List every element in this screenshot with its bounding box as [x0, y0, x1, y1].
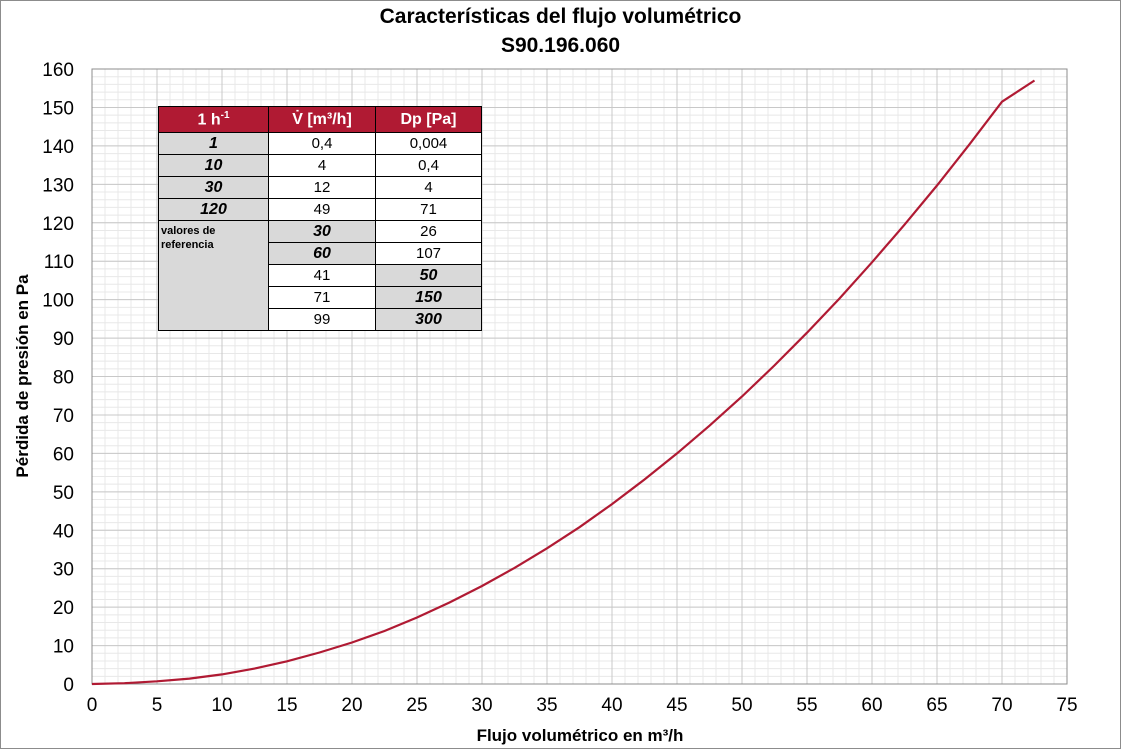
series-line — [91, 79, 1036, 686]
y-axis-label: Pérdida de presión en Pa — [13, 274, 32, 478]
x-tick-label: 55 — [796, 695, 817, 716]
table-cell: 49 — [268, 198, 376, 221]
table-cell: 71 — [268, 286, 376, 309]
chart-subtitle: S90.196.060 — [500, 34, 621, 57]
y-tick-label: 100 — [42, 291, 74, 312]
table-cell: 30 — [158, 176, 269, 199]
y-tick-label: 0 — [63, 675, 74, 696]
x-tick-label: 35 — [536, 695, 557, 716]
table-row: 99 300 — [159, 308, 482, 331]
plot-area-border — [91, 68, 1068, 685]
reference-note: valores de referencia — [158, 220, 269, 331]
y-tick-label: 50 — [53, 483, 74, 504]
x-tick-label: 30 — [471, 695, 492, 716]
y-tick-label: 110 — [44, 252, 74, 273]
y-tick-label: 130 — [42, 175, 74, 196]
chart-title: Características del flujo volumétrico — [379, 5, 742, 28]
table-cell: 0,004 — [375, 132, 482, 155]
table-row: 1 0,4 0,004 — [158, 132, 482, 155]
table-row: 30 12 4 — [158, 176, 482, 199]
y-tick-label: 160 — [42, 60, 74, 81]
y-tick-label: 70 — [53, 406, 74, 427]
table-cell: 99 — [268, 308, 376, 331]
table-cell: 30 — [268, 220, 376, 243]
table-cell: 10 — [158, 154, 269, 177]
y-tick-label: 40 — [53, 521, 74, 542]
table-cell: 300 — [375, 308, 482, 331]
table-row: 120 49 71 — [158, 198, 482, 221]
x-tick-label: 75 — [1056, 695, 1077, 716]
table-header-row: 1 h-1 V̇ [m³/h] Dp [Pa] — [158, 106, 482, 133]
table-cell: 50 — [375, 264, 482, 287]
y-axis-ticks: 0 10 20 30 40 50 60 70 80 90 100 110 120 130 140 150 160 — [42, 60, 74, 696]
table-cell: 26 — [375, 220, 482, 243]
y-tick-label: 90 — [53, 329, 74, 350]
x-tick-label: 70 — [991, 695, 1012, 716]
table-cell: 120 — [158, 198, 269, 221]
header-flow: V̇ [m³/h] — [268, 106, 376, 133]
table-cell: 71 — [375, 198, 482, 221]
table-cell: 150 — [375, 286, 482, 309]
table-cell: 1 — [158, 132, 269, 155]
table-cell: 107 — [375, 242, 482, 265]
y-tick-label: 150 — [42, 98, 74, 119]
x-tick-label: 25 — [406, 695, 427, 716]
table-row: 71 150 — [159, 286, 482, 309]
table-cell: 12 — [268, 176, 376, 199]
x-axis-label: Flujo volumétrico en m³/h — [477, 726, 684, 745]
table-cell: 4 — [268, 154, 376, 177]
x-axis-ticks: 0 5 10 15 20 25 30 35 40 45 50 55 60 65 70 75 — [87, 695, 1078, 716]
x-tick-label: 50 — [731, 695, 752, 716]
y-tick-label: 120 — [42, 214, 74, 235]
table-row: 10 4 0,4 — [158, 154, 482, 177]
table-row: valores de referencia 30 26 — [158, 220, 482, 331]
y-tick-label: 80 — [53, 368, 74, 389]
header-pressure: Dp [Pa] — [375, 106, 482, 133]
y-tick-label: 60 — [53, 444, 74, 465]
x-tick-label: 40 — [601, 695, 622, 716]
y-tick-label: 30 — [53, 560, 74, 581]
table-cell: 4 — [375, 176, 482, 199]
x-tick-label: 20 — [341, 695, 362, 716]
table-cell: 0,4 — [268, 132, 376, 155]
x-tick-label: 5 — [152, 695, 163, 716]
y-tick-label: 10 — [53, 637, 74, 658]
x-tick-label: 15 — [276, 695, 297, 716]
x-tick-label: 65 — [926, 695, 947, 716]
table-cell: 0,4 — [375, 154, 482, 177]
header-frequency: 1 h-1 — [158, 106, 269, 133]
x-tick-label: 0 — [87, 695, 98, 716]
y-tick-label: 20 — [53, 598, 74, 619]
x-tick-label: 60 — [861, 695, 882, 716]
table-cell: 60 — [268, 242, 376, 265]
y-tick-label: 140 — [42, 137, 74, 158]
x-tick-label: 45 — [666, 695, 687, 716]
x-tick-label: 10 — [211, 695, 232, 716]
table-cell: 41 — [268, 264, 376, 287]
reference-table: 1 h-1 V̇ [m³/h] Dp [Pa] 1 0,4 0,004 10 4… — [158, 106, 482, 331]
